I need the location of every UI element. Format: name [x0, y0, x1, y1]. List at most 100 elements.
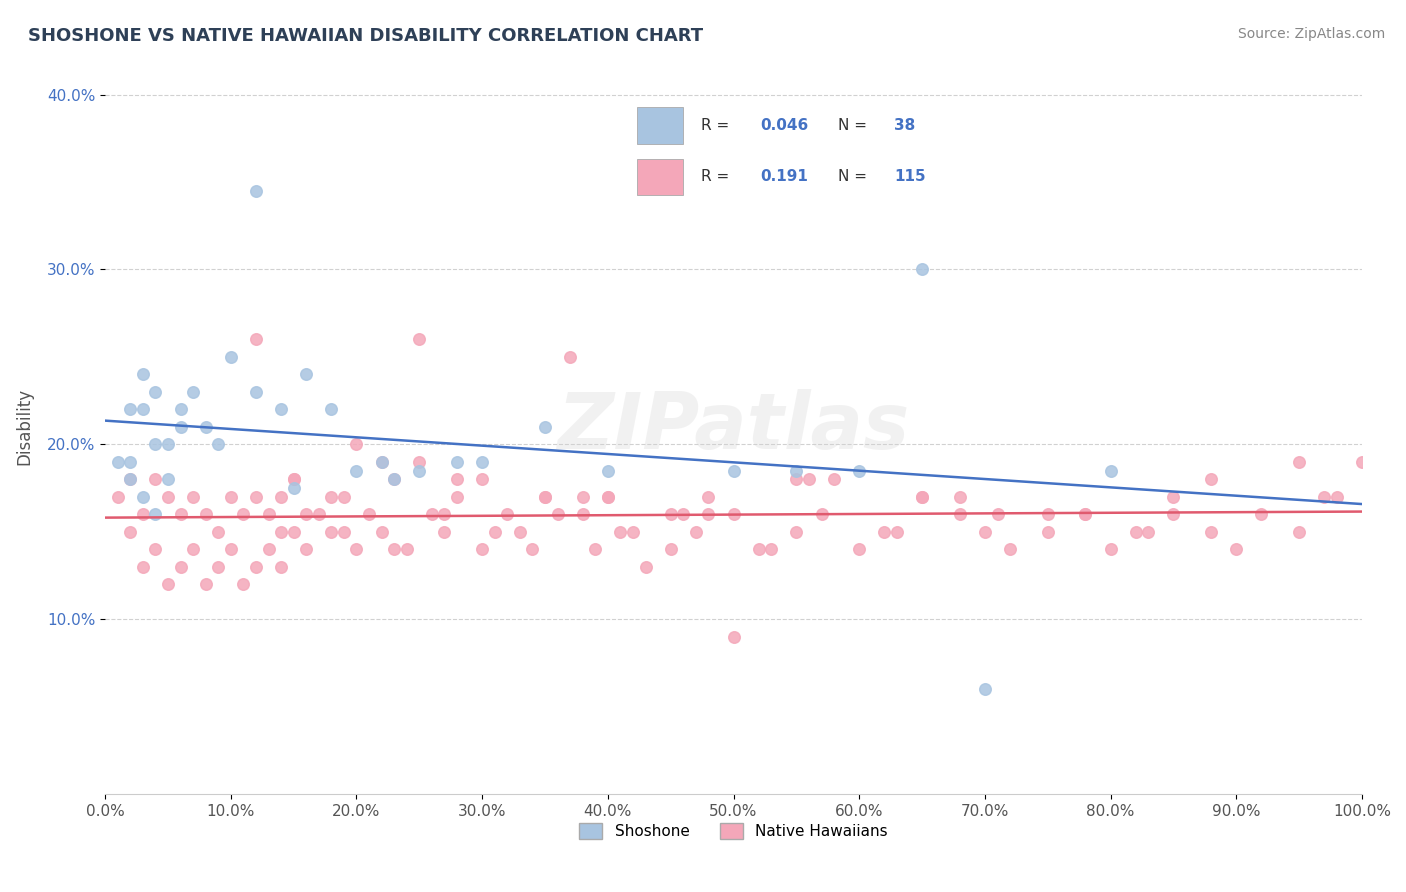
- Point: [1036, 507, 1059, 521]
- Point: [295, 542, 318, 557]
- Point: [321, 524, 343, 539]
- Point: [283, 472, 305, 486]
- Point: [911, 490, 934, 504]
- Point: [395, 542, 418, 557]
- Point: [547, 507, 569, 521]
- Point: [333, 490, 356, 504]
- Point: [382, 472, 405, 486]
- Point: [169, 419, 191, 434]
- Point: [145, 472, 167, 486]
- Point: [785, 524, 807, 539]
- Point: [270, 402, 292, 417]
- Point: [873, 524, 896, 539]
- Point: [219, 542, 242, 557]
- Point: [219, 350, 242, 364]
- Point: [156, 577, 179, 591]
- Point: [659, 507, 682, 521]
- Point: [1199, 524, 1222, 539]
- Point: [1036, 524, 1059, 539]
- Point: [333, 524, 356, 539]
- Point: [257, 507, 280, 521]
- Point: [1137, 524, 1160, 539]
- Point: [446, 472, 468, 486]
- Point: [446, 490, 468, 504]
- Point: [522, 542, 544, 557]
- Point: [132, 402, 155, 417]
- Y-axis label: Disability: Disability: [15, 388, 32, 466]
- Point: [120, 524, 142, 539]
- Point: [132, 490, 155, 504]
- Point: [949, 490, 972, 504]
- Point: [496, 507, 519, 521]
- Point: [823, 472, 845, 486]
- Point: [1163, 507, 1185, 521]
- Point: [132, 368, 155, 382]
- Point: [382, 542, 405, 557]
- Point: [245, 559, 267, 574]
- Point: [534, 419, 557, 434]
- Point: [1099, 542, 1122, 557]
- Point: [949, 507, 972, 521]
- Point: [245, 490, 267, 504]
- Point: [848, 463, 870, 477]
- Point: [270, 524, 292, 539]
- Point: [534, 490, 557, 504]
- Text: Source: ZipAtlas.com: Source: ZipAtlas.com: [1237, 27, 1385, 41]
- Point: [370, 455, 392, 469]
- Point: [1351, 455, 1374, 469]
- Point: [974, 682, 997, 697]
- Point: [797, 472, 820, 486]
- Point: [321, 490, 343, 504]
- Point: [219, 490, 242, 504]
- Point: [257, 542, 280, 557]
- Point: [120, 455, 142, 469]
- Point: [145, 384, 167, 399]
- Point: [346, 542, 368, 557]
- Point: [596, 463, 619, 477]
- Point: [571, 490, 593, 504]
- Point: [232, 507, 254, 521]
- Point: [609, 524, 631, 539]
- Point: [583, 542, 606, 557]
- Point: [408, 332, 430, 346]
- Point: [672, 507, 695, 521]
- Point: [120, 402, 142, 417]
- Point: [156, 437, 179, 451]
- Point: [1250, 507, 1272, 521]
- Point: [346, 463, 368, 477]
- Point: [1225, 542, 1247, 557]
- Point: [181, 384, 204, 399]
- Point: [169, 402, 191, 417]
- Point: [181, 490, 204, 504]
- Point: [911, 490, 934, 504]
- Legend: Shoshone, Native Hawaiians: Shoshone, Native Hawaiians: [574, 817, 894, 845]
- Point: [283, 472, 305, 486]
- Point: [596, 490, 619, 504]
- Point: [1125, 524, 1147, 539]
- Point: [986, 507, 1008, 521]
- Point: [145, 507, 167, 521]
- Point: [1326, 490, 1348, 504]
- Point: [156, 472, 179, 486]
- Point: [685, 524, 707, 539]
- Point: [1163, 490, 1185, 504]
- Point: [295, 368, 318, 382]
- Point: [697, 490, 720, 504]
- Point: [433, 524, 456, 539]
- Point: [761, 542, 783, 557]
- Point: [156, 490, 179, 504]
- Point: [1199, 472, 1222, 486]
- Point: [308, 507, 330, 521]
- Point: [723, 507, 745, 521]
- Point: [974, 524, 997, 539]
- Point: [471, 455, 494, 469]
- Point: [382, 472, 405, 486]
- Point: [107, 490, 129, 504]
- Point: [1313, 490, 1336, 504]
- Point: [634, 559, 657, 574]
- Point: [484, 524, 506, 539]
- Point: [245, 332, 267, 346]
- Text: SHOSHONE VS NATIVE HAWAIIAN DISABILITY CORRELATION CHART: SHOSHONE VS NATIVE HAWAIIAN DISABILITY C…: [28, 27, 703, 45]
- Point: [181, 542, 204, 557]
- Point: [207, 559, 229, 574]
